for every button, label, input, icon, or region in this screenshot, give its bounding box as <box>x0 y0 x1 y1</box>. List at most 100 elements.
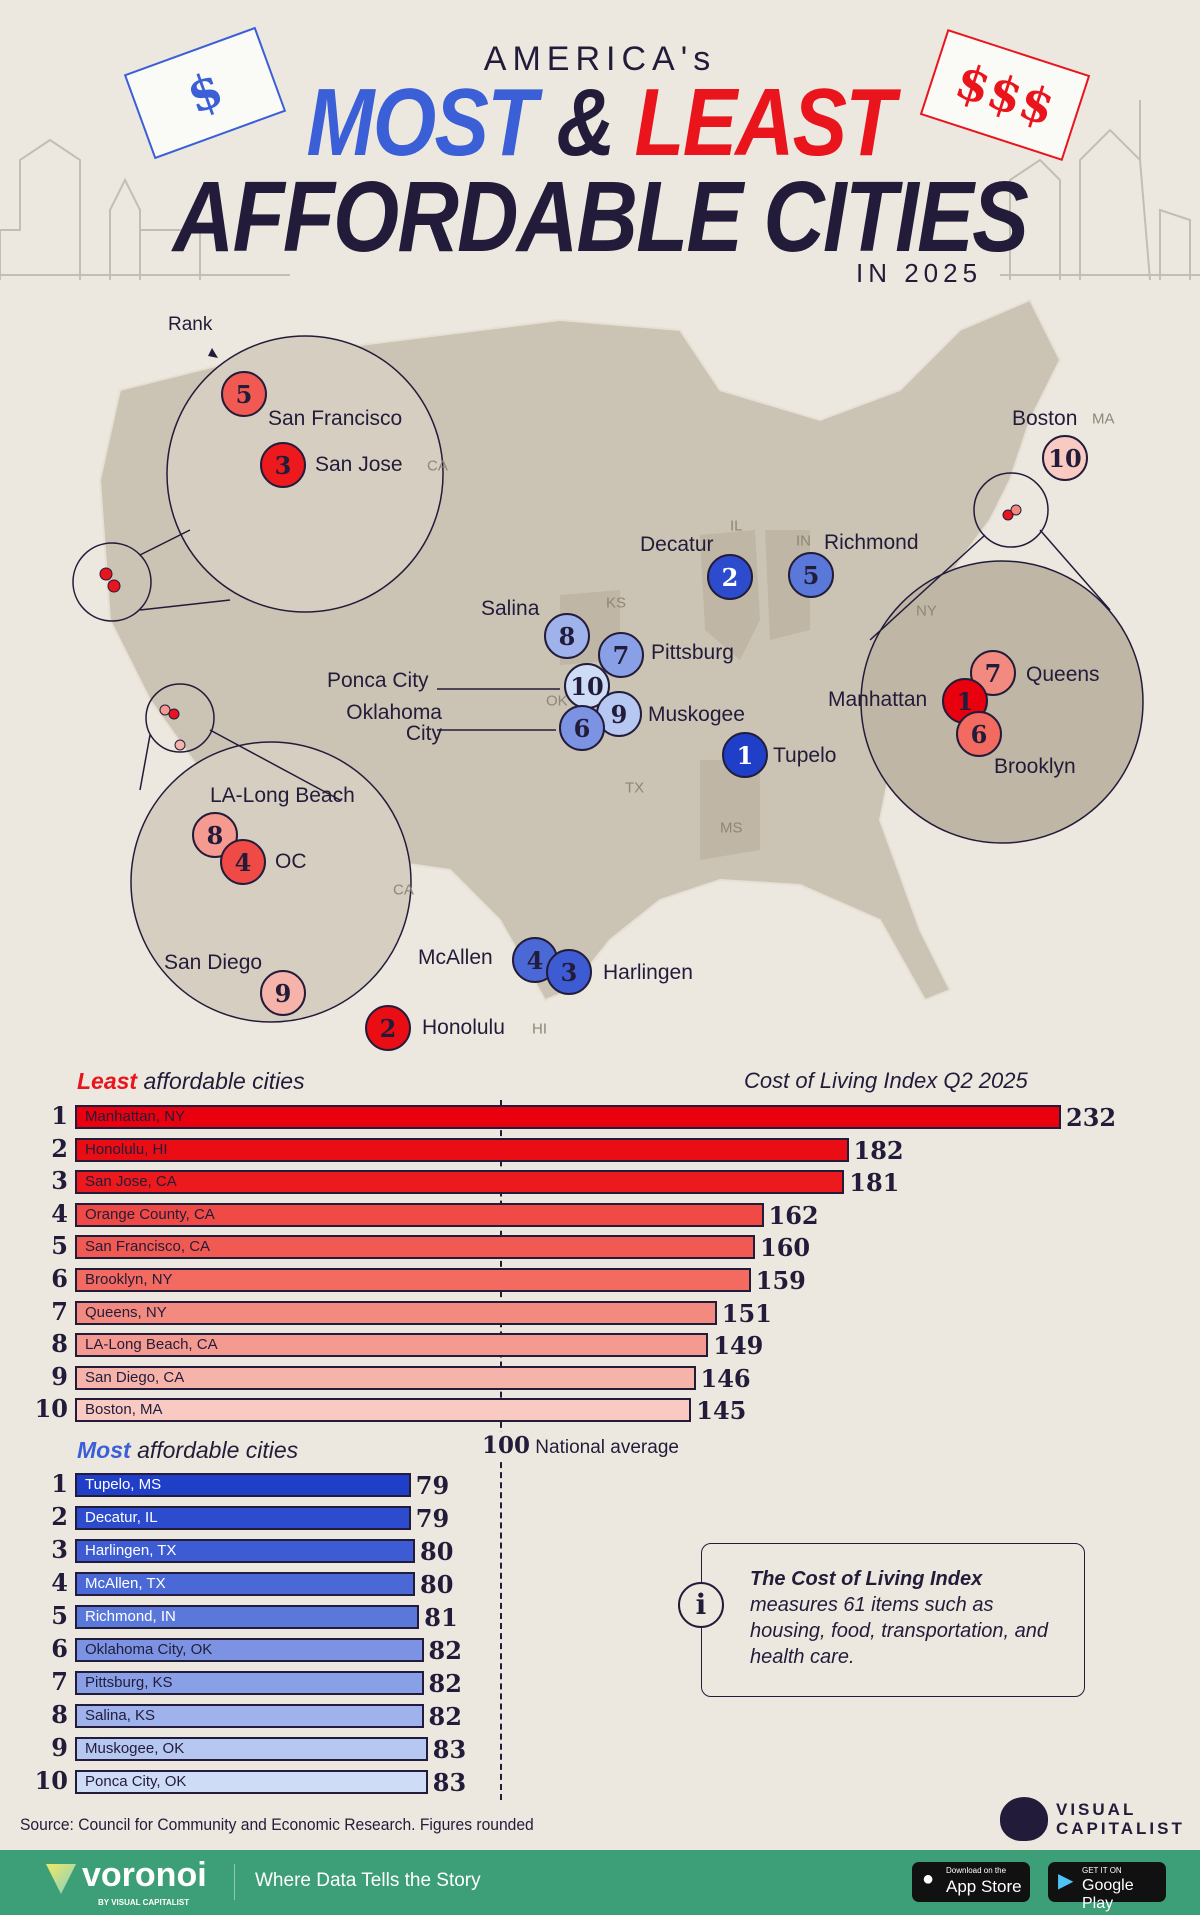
visual-capitalist-wordmark: VISUAL CAPITALIST <box>1056 1800 1185 1838</box>
map-city-label: Ponca City <box>327 669 429 692</box>
title-line-2: AFFORDABLE CITIES <box>172 161 1029 273</box>
rank-number: 7 <box>51 1296 68 1326</box>
bar-value: 81 <box>424 1603 458 1632</box>
bar-value: 146 <box>700 1363 751 1393</box>
reference-text: National average <box>535 1437 679 1458</box>
map-marker-least[interactable]: 2 <box>365 1005 411 1051</box>
map-marker-most[interactable]: 6 <box>559 705 605 751</box>
vc-line-1: VISUAL <box>1056 1800 1137 1819</box>
most-em: Most <box>77 1437 131 1463</box>
bar-value: 149 <box>713 1331 764 1361</box>
bar-value: 232 <box>1066 1103 1117 1132</box>
bar-value: 160 <box>760 1233 811 1263</box>
voronoi-logo[interactable]: voronoi <box>82 1856 207 1894</box>
bar-value: 151 <box>721 1298 772 1328</box>
ny-small-circle <box>973 472 1049 548</box>
bar-value: 83 <box>432 1735 467 1764</box>
bar-least[interactable]: Manhattan, NY <box>75 1105 1061 1129</box>
map-marker-most[interactable]: 2 <box>707 554 753 600</box>
state-label: HI <box>532 1020 547 1038</box>
bar-most[interactable]: Pittsburg, KS <box>75 1671 424 1695</box>
rank-number: 1 <box>51 1101 68 1130</box>
map-marker-least[interactable]: 6 <box>956 711 1002 757</box>
state-label: MA <box>1092 410 1115 428</box>
map-marker-least[interactable]: 10 <box>1042 435 1088 481</box>
app-store-button[interactable]: ● Download on the App Store <box>912 1862 1030 1902</box>
sf-small-circle <box>72 542 152 622</box>
state-label: IN <box>796 532 811 550</box>
bar-value: 159 <box>755 1266 806 1295</box>
title-prefix: AMERICA's <box>483 40 717 78</box>
bar-most[interactable]: Oklahoma City, OK <box>75 1638 424 1662</box>
bar-most[interactable]: Harlingen, TX <box>75 1539 415 1563</box>
map-marker-most[interactable]: 8 <box>544 613 590 659</box>
bar-least[interactable]: Boston, MA <box>75 1398 692 1423</box>
rank-number: 3 <box>51 1166 68 1196</box>
rank-number: 9 <box>51 1361 68 1391</box>
rank-number: 5 <box>51 1601 68 1630</box>
bar-most[interactable]: Richmond, IN <box>75 1605 420 1629</box>
map-marker-least[interactable]: 3 <box>260 442 306 488</box>
google-play-button[interactable]: ▶ GET IT ON Google Play <box>1048 1862 1166 1912</box>
map-city-label: Pittsburg <box>651 641 734 664</box>
map-marker-least[interactable]: 5 <box>221 371 267 417</box>
bar-value: 80 <box>420 1537 454 1566</box>
title-amp: & <box>556 69 615 176</box>
bar-most[interactable]: Decatur, IL <box>75 1506 411 1530</box>
rank-number: 2 <box>51 1133 68 1163</box>
bar-value: 162 <box>768 1200 819 1230</box>
most-rest: affordable cities <box>137 1437 299 1463</box>
voronoi-logo-icon <box>46 1864 76 1894</box>
rank-number: 6 <box>51 1264 68 1293</box>
state-label: MS <box>720 819 743 837</box>
bar-least[interactable]: Honolulu, HI <box>75 1137 849 1162</box>
map-city-label: McAllen <box>418 946 493 969</box>
voronoi-by: BY VISUAL CAPITALIST <box>98 1898 190 1907</box>
bar-value: 80 <box>420 1570 454 1599</box>
map-city-label: Boston <box>1012 407 1078 430</box>
info-box: i The Cost of Living Index measures 61 it… <box>678 1543 1085 1697</box>
map-city-label: San Diego <box>164 951 263 974</box>
map-marker-most[interactable]: 3 <box>546 949 592 995</box>
bar-most[interactable]: Muskogee, OK <box>75 1737 428 1761</box>
bar-most[interactable]: Tupelo, MS <box>75 1473 411 1497</box>
info-text: The Cost of Living Index measures 61 item… <box>750 1566 1070 1670</box>
rank-number: 6 <box>51 1634 68 1663</box>
bar-least[interactable]: Orange County, CA <box>75 1202 764 1227</box>
rank-number: 9 <box>51 1733 68 1762</box>
title-year: IN 2025 <box>856 258 983 288</box>
skyline-decoration <box>0 100 1200 281</box>
bar-most[interactable]: Salina, KS <box>75 1704 424 1728</box>
least-rest: affordable cities <box>143 1068 305 1094</box>
bar-value: 145 <box>696 1396 747 1426</box>
national-average-label: 100 National average <box>478 1432 683 1459</box>
rank-number: 5 <box>51 1231 68 1261</box>
rank-number: 4 <box>51 1568 68 1597</box>
rank-number: 8 <box>51 1329 68 1359</box>
appstore-small: Download on the <box>946 1866 1007 1875</box>
map-marker-most[interactable]: 5 <box>788 552 834 598</box>
state-label: KS <box>606 594 627 612</box>
title-least: LEAST <box>634 69 896 176</box>
map-city-label: OC <box>275 850 307 873</box>
bar-most[interactable]: Ponca City, OK <box>75 1770 428 1794</box>
map-marker-least[interactable]: 4 <box>220 839 266 885</box>
map-marker-most[interactable]: 1 <box>722 732 768 778</box>
map-marker-most[interactable]: 9 <box>596 691 642 737</box>
footer-bar: voronoi BY VISUAL CAPITALIST Where Data … <box>0 1850 1200 1915</box>
bar-value: 79 <box>415 1471 450 1500</box>
map-marker-least[interactable]: 9 <box>260 970 306 1016</box>
bar-least[interactable]: Brooklyn, NY <box>75 1268 751 1292</box>
reference-value: 100 <box>482 1432 531 1459</box>
bar-least[interactable]: LA-Long Beach, CA <box>75 1333 709 1358</box>
bar-value: 82 <box>428 1636 462 1665</box>
map-marker-most[interactable]: 7 <box>598 632 644 678</box>
state-label: IL <box>730 517 743 535</box>
bar-least[interactable]: Queens, NY <box>75 1300 717 1325</box>
rank-number: 8 <box>51 1700 68 1729</box>
vc-line-2: CAPITALIST <box>1056 1819 1185 1838</box>
bar-least[interactable]: San Diego, CA <box>75 1365 696 1390</box>
bar-least[interactable]: San Jose, CA <box>75 1170 845 1195</box>
bar-least[interactable]: San Francisco, CA <box>75 1235 755 1260</box>
bar-most[interactable]: McAllen, TX <box>75 1572 415 1596</box>
